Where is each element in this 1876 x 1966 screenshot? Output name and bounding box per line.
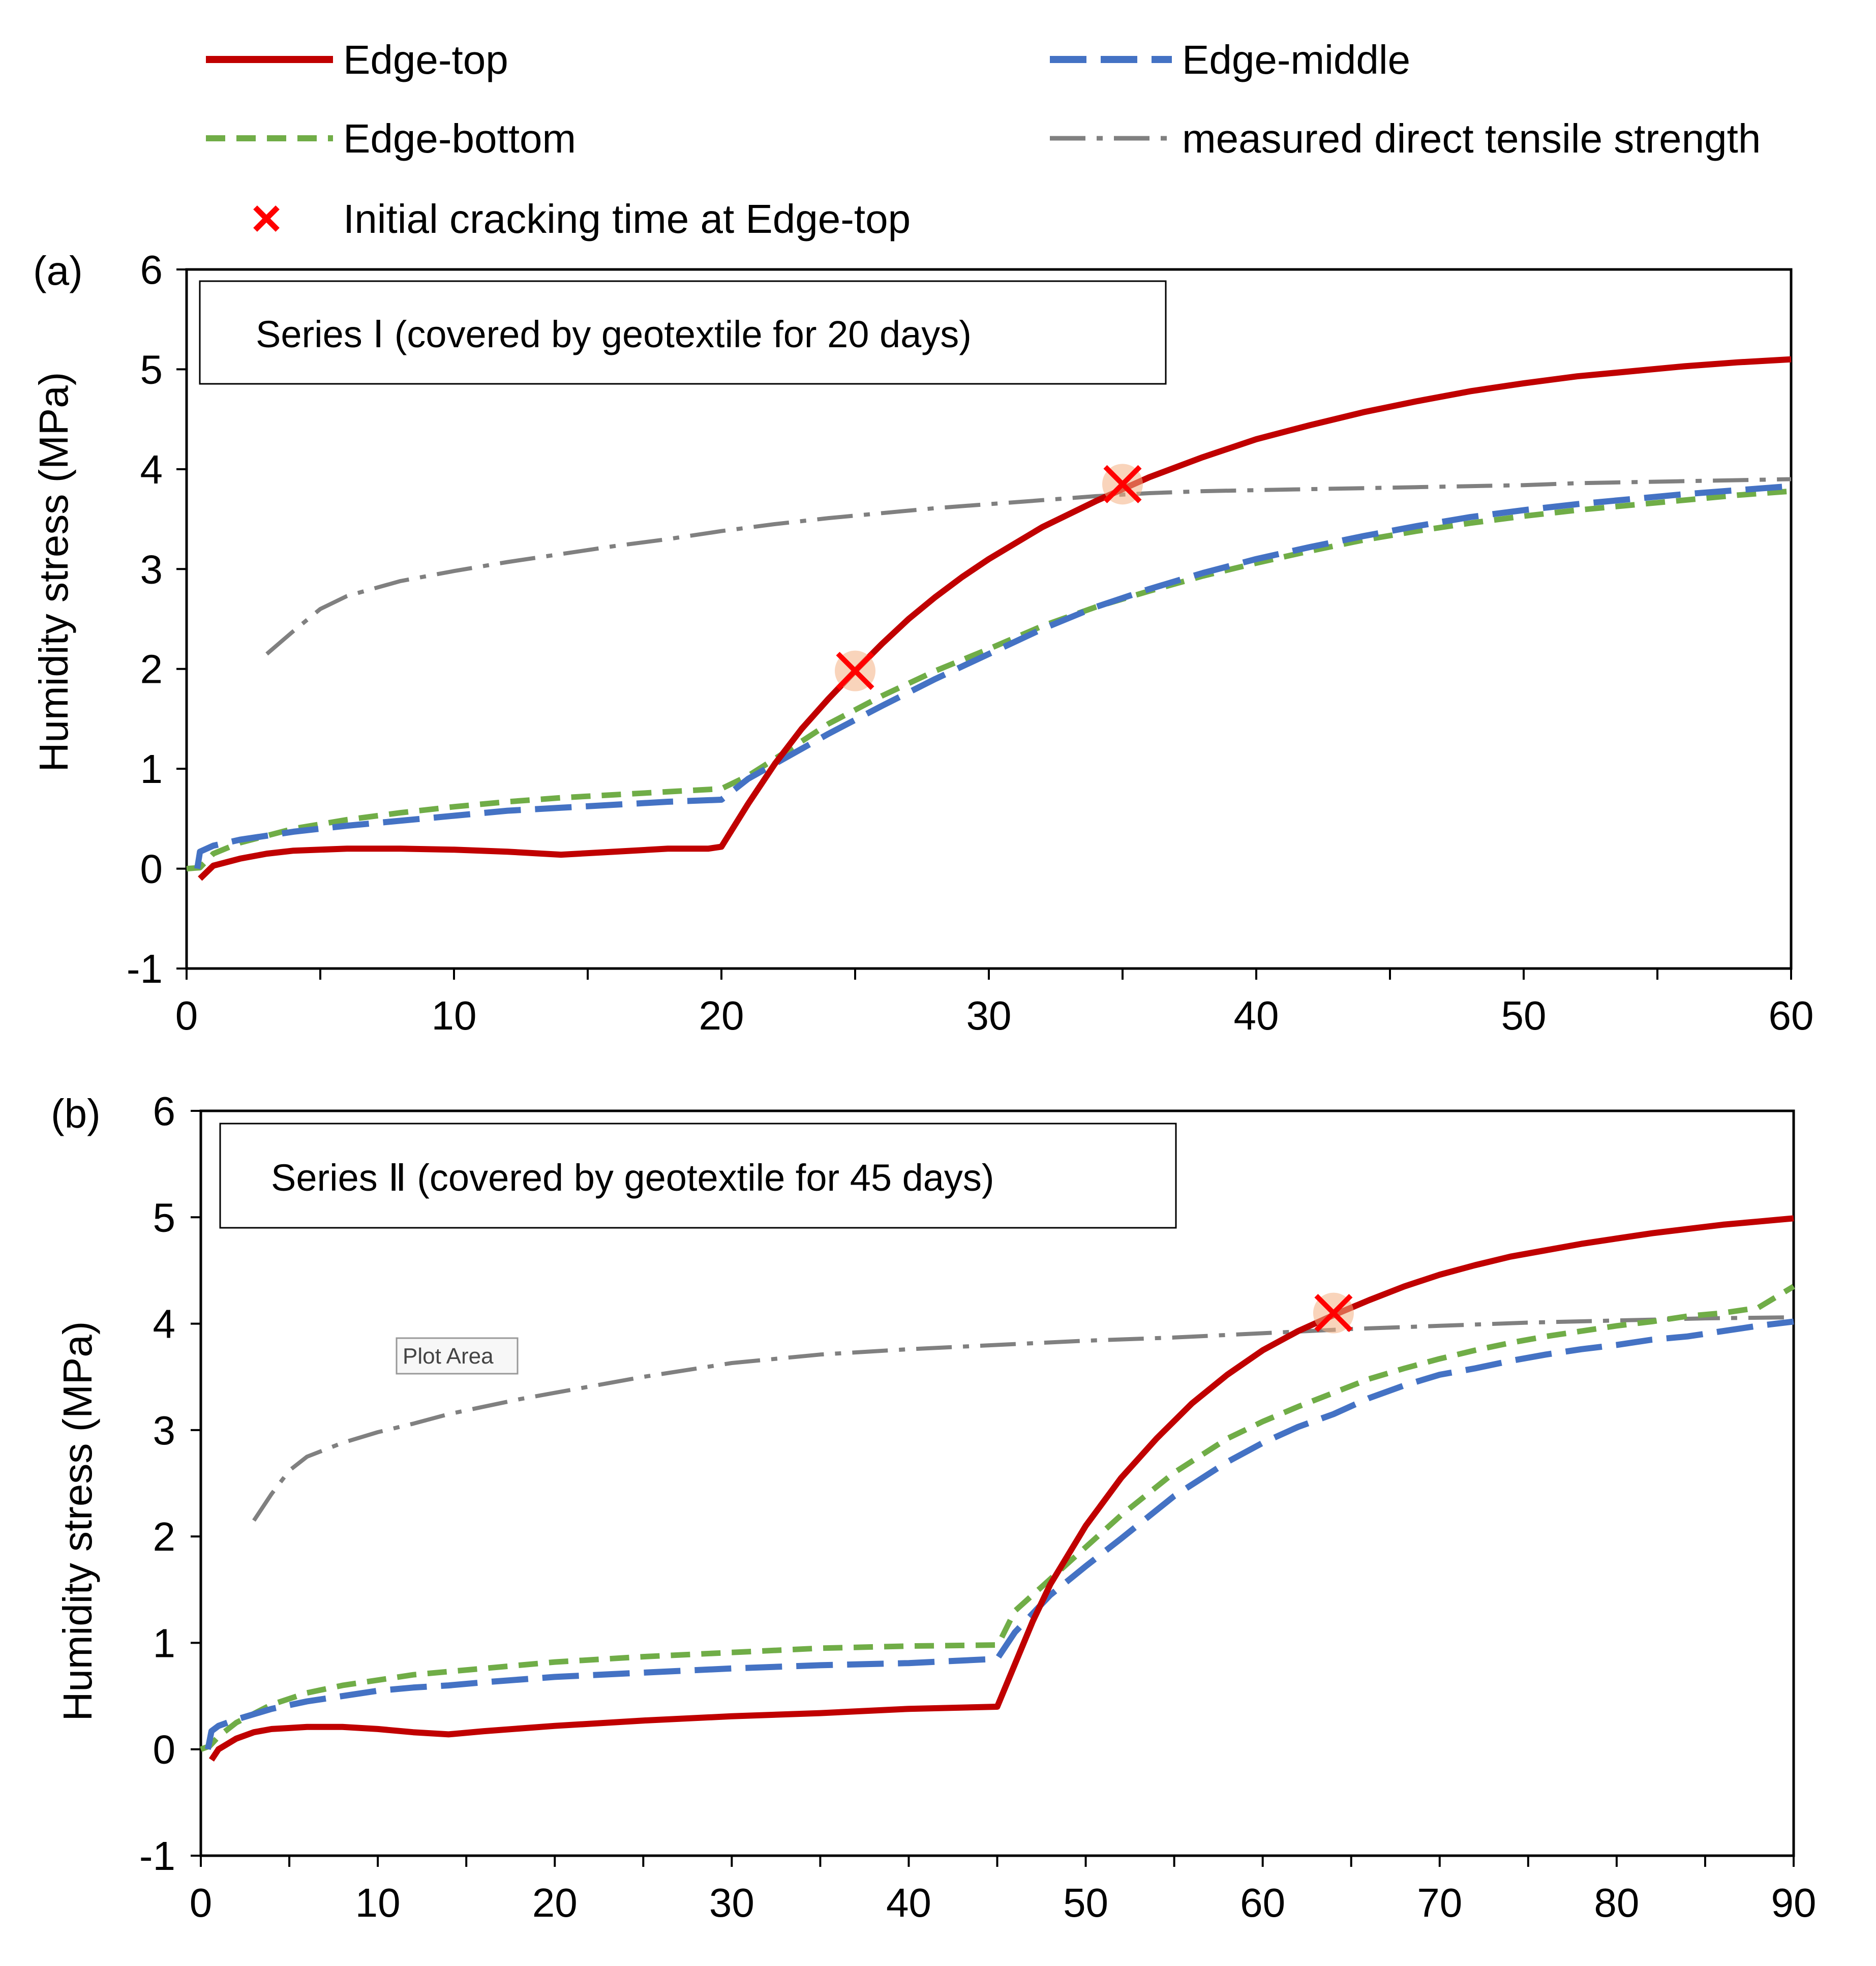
panel-b-ytick-label: 5 [153, 1195, 176, 1240]
legend-label-edge-middle: Edge-middle [1182, 37, 1410, 82]
panel-a-ytick-label: 3 [140, 547, 163, 592]
panel-a: (a) Series Ⅰ (covered by geotextile for … [31, 247, 1813, 1038]
panel-b-ytick-label: -1 [139, 1833, 175, 1879]
panel-a-crack-marker [1102, 464, 1143, 505]
plot-area-tooltip-text: Plot Area [403, 1344, 494, 1369]
panel-a-series-edge-middle [194, 483, 1792, 869]
legend-label-tensile: measured direct tensile strength [1182, 116, 1761, 161]
panel-b-xtick-label: 70 [1417, 1880, 1462, 1925]
panel-b-series-edge-middle [205, 1318, 1794, 1750]
panel-a-series-edge-top [198, 356, 1792, 881]
panel-b-annotation-box [219, 1123, 1177, 1229]
panel-b-ytick-label: 6 [153, 1088, 176, 1134]
panel-a-series-edge-bottom [186, 488, 1792, 872]
panel-b-label: (b) [51, 1091, 101, 1136]
legend: Edge-top Edge-middle Edge-bottom measure… [206, 37, 1761, 241]
panel-b-xtick-label: 60 [1240, 1880, 1285, 1925]
panel-b: (b) Series Ⅱ (covered by geotextile for … [51, 1088, 1816, 1925]
panel-b-ytick-label: 3 [153, 1408, 176, 1453]
panel-b-series-tensile [252, 1315, 1794, 1522]
panel-b-series-edge-top [208, 1215, 1794, 1762]
panel-a-xtick-label: 60 [1769, 993, 1814, 1038]
panel-b-annotation: Series Ⅱ (covered by geotextile for 45 d… [271, 1157, 994, 1199]
panel-a-xtick-label: 20 [699, 993, 744, 1038]
panel-a-xtick-label: 10 [432, 993, 477, 1038]
panel-b-xtick-label: 30 [709, 1880, 754, 1925]
panel-b-xtick-label: 90 [1771, 1880, 1817, 1925]
plot-area-tooltip: Plot Area [396, 1337, 519, 1375]
panel-b-ytick-label: 4 [153, 1302, 176, 1347]
panel-a-ytick-label: 6 [140, 247, 163, 292]
panel-b-ytick-label: 0 [153, 1727, 176, 1772]
panel-b-xtick-label: 20 [532, 1880, 578, 1925]
legend-label-crack-marker: Initial cracking time at Edge-top [343, 196, 911, 241]
panel-a-crack-marker [835, 650, 875, 691]
panel-a-annotation-box [199, 280, 1167, 385]
panel-b-xtick-label: 40 [886, 1880, 931, 1925]
panel-b-xtick-label: 80 [1594, 1880, 1639, 1925]
panel-b-xtick-label: 10 [355, 1880, 401, 1925]
panel-a-annotation: Series Ⅰ (covered by geotextile for 20 d… [256, 313, 972, 355]
panel-a-ytick-label: 1 [140, 746, 163, 792]
legend-swatch-crack-marker [253, 205, 280, 232]
panel-a-xtick-label: 40 [1234, 993, 1279, 1038]
panel-b-crack-marker [1313, 1292, 1354, 1334]
legend-label-edge-top: Edge-top [343, 37, 508, 82]
panel-a-xtick-label: 30 [966, 993, 1012, 1038]
panel-a-series-tensile [265, 477, 1792, 656]
panel-a-xtick-label: 50 [1501, 993, 1547, 1038]
panel-a-ytick-label: 0 [140, 846, 163, 892]
panel-b-xtick-label: 0 [190, 1880, 213, 1925]
panel-a-ylabel: Humidity stress (MPa) [31, 372, 76, 772]
panel-a-ytick-label: 2 [140, 647, 163, 692]
panel-a-ytick-label: -1 [127, 946, 163, 991]
panel-b-ylabel: Humidity stress (MPa) [55, 1321, 100, 1721]
panel-a-ytick-label: 4 [140, 447, 163, 492]
panel-a-xtick-label: 0 [175, 993, 198, 1038]
panel-a-label: (a) [33, 248, 83, 293]
legend-label-edge-bottom: Edge-bottom [343, 116, 576, 161]
panel-a-ytick-label: 5 [140, 347, 163, 392]
panel-b-xtick-label: 50 [1063, 1880, 1108, 1925]
panel-b-ytick-label: 1 [153, 1620, 176, 1666]
panel-b-ytick-label: 2 [153, 1514, 176, 1559]
panel-b-series-edge-bottom [200, 1284, 1795, 1752]
